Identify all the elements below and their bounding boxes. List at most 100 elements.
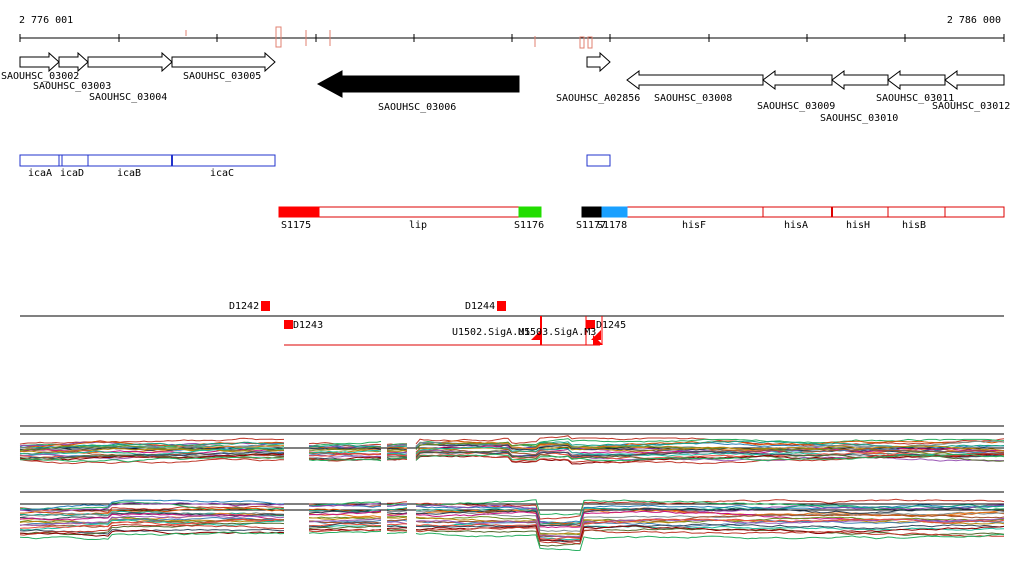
gene-SAOUHSC_03005[interactable]: SAOUHSC_03005 (171, 51, 276, 82)
marker-tick (275, 26, 282, 48)
segment-label: S1175 (281, 220, 311, 231)
expression-profile-line (308, 522, 382, 527)
segment-S1176[interactable] (518, 206, 542, 218)
expression-profile-line (386, 513, 408, 516)
gene-SAOUHSC_03008[interactable]: SAOUHSC_03008 (626, 70, 764, 104)
expression-profile-line (386, 531, 408, 534)
gene-label: SAOUHSC_03011 (876, 93, 954, 104)
segment-S1178[interactable] (601, 206, 628, 218)
expression-profile-line (19, 515, 285, 527)
expression-profile-line (386, 450, 407, 452)
expression-profile-line (386, 512, 408, 515)
expression-profile-line (415, 532, 1005, 552)
expression-profile-line (308, 525, 382, 530)
segment-label: S1176 (514, 220, 544, 231)
expression-profile-line (415, 447, 1005, 457)
expression-profile-line (19, 456, 285, 463)
operon-region[interactable] (19, 154, 276, 167)
gene-SAOUHSC_03004[interactable]: SAOUHSC_03004 (87, 51, 173, 103)
feature-D1242[interactable] (261, 301, 270, 311)
expression-profile-line (19, 512, 285, 521)
gene-SAOUHSC_03003[interactable]: SAOUHSC_03003 (33, 51, 111, 92)
expression-profile-line (19, 518, 285, 529)
expression-profile-line (19, 531, 285, 541)
expression-profile-line (308, 528, 382, 533)
expression-profile-line (308, 442, 382, 447)
expression-profile-line (19, 502, 285, 514)
gene-SAOUHSC_03009[interactable]: SAOUHSC_03009 (757, 70, 835, 112)
gene-track: SAOUHSC_03002 SAOUHSC_03003 SAOUHSC_0300… (1, 51, 1010, 124)
expression-profile-line (386, 515, 408, 518)
gene-label: SAOUHSC_03003 (33, 81, 111, 92)
expression-profile-line (415, 453, 1005, 462)
expression-profile-line (386, 528, 408, 531)
expression-profile-line (415, 451, 1005, 460)
gene-SAOUHSC_03011[interactable]: SAOUHSC_03011 (876, 70, 954, 104)
expression-profile-line (308, 450, 382, 454)
feature-D1245[interactable] (586, 320, 595, 329)
expression-profile-line (19, 448, 285, 454)
segment-label: S1177 (576, 220, 606, 231)
gene-label: SAOUHSC_03002 (1, 71, 79, 82)
segment-label: hisB (902, 220, 926, 231)
operon-gene-label: icaD (60, 168, 84, 179)
expression-profile-line (415, 453, 1005, 465)
gene-label: SAOUHSC_03010 (820, 113, 898, 124)
feature-label: D1242 (229, 301, 259, 312)
gene-label: SAOUHSC_03012 (932, 101, 1010, 112)
expression-profile-line (386, 525, 408, 528)
expression-profile-line (415, 498, 1005, 520)
expression-profile-line (19, 522, 285, 536)
expression-profile-line (386, 529, 407, 532)
expression-profile-line (19, 447, 285, 454)
expression-profile-line (386, 443, 408, 447)
feature-label: U1503.SigA.M3 (518, 327, 596, 338)
expression-track-bottom (19, 491, 1005, 552)
expression-profile-line (386, 454, 408, 457)
expression-profile-line (19, 451, 285, 459)
expression-profile-line (308, 447, 382, 450)
feature-U1502[interactable] (531, 330, 541, 340)
expression-profile-line (415, 518, 1005, 541)
expression-profile-line (19, 523, 285, 536)
gene-SAOUHSC_03012[interactable]: SAOUHSC_03012 (932, 70, 1010, 112)
segment-label: lip (409, 220, 427, 231)
expression-profile-line (308, 452, 382, 456)
expression-profile-line (415, 504, 1005, 524)
segment-track: S1175 lip S1176 S1177 S1178 hisF hisA hi… (278, 206, 1005, 231)
segment-label: hisH (846, 220, 870, 231)
gene-SAOUHSC_03010[interactable]: SAOUHSC_03010 (820, 70, 898, 124)
end-coordinate: 2 786 000 (947, 15, 1001, 26)
segment-S1175[interactable] (278, 206, 320, 218)
expression-profile-line (386, 521, 408, 525)
expression-profile-line (19, 505, 285, 513)
gene-label: SAOUHSC_03004 (89, 92, 167, 103)
gene-SAOUHSC_A02856[interactable]: SAOUHSC_A02856 (556, 51, 640, 104)
expression-profile-line (386, 518, 408, 522)
expression-profile-line (308, 453, 382, 457)
segment-his[interactable] (581, 206, 1005, 218)
segment-S1177[interactable] (581, 206, 603, 218)
expression-profile-line (19, 437, 285, 445)
marker-tick (579, 36, 585, 49)
feature-D1243[interactable] (284, 320, 293, 329)
expression-profile-line (19, 458, 285, 465)
expression-profile-line (386, 457, 408, 460)
expression-profile-line (386, 503, 408, 507)
operon-gene-label: icaC (210, 168, 234, 179)
expression-profile-line (309, 520, 382, 524)
expression-profile-line (386, 516, 408, 519)
coordinate-ruler: 2 776 001 2 786 000 (19, 15, 1005, 49)
expression-profile-line (415, 453, 1005, 465)
gene-SAOUHSC_03002[interactable]: SAOUHSC_03002 (1, 51, 79, 82)
operon-region[interactable] (586, 154, 611, 167)
expression-profile-line (308, 501, 382, 506)
expression-profile-line (386, 501, 408, 504)
expression-profile-line (308, 502, 382, 507)
feature-D1244[interactable] (497, 301, 506, 311)
gene-SAOUHSC_03006[interactable]: SAOUHSC_03006 (316, 70, 520, 113)
gene-label: SAOUHSC_03006 (378, 102, 456, 113)
expression-profile-line (415, 525, 1005, 542)
